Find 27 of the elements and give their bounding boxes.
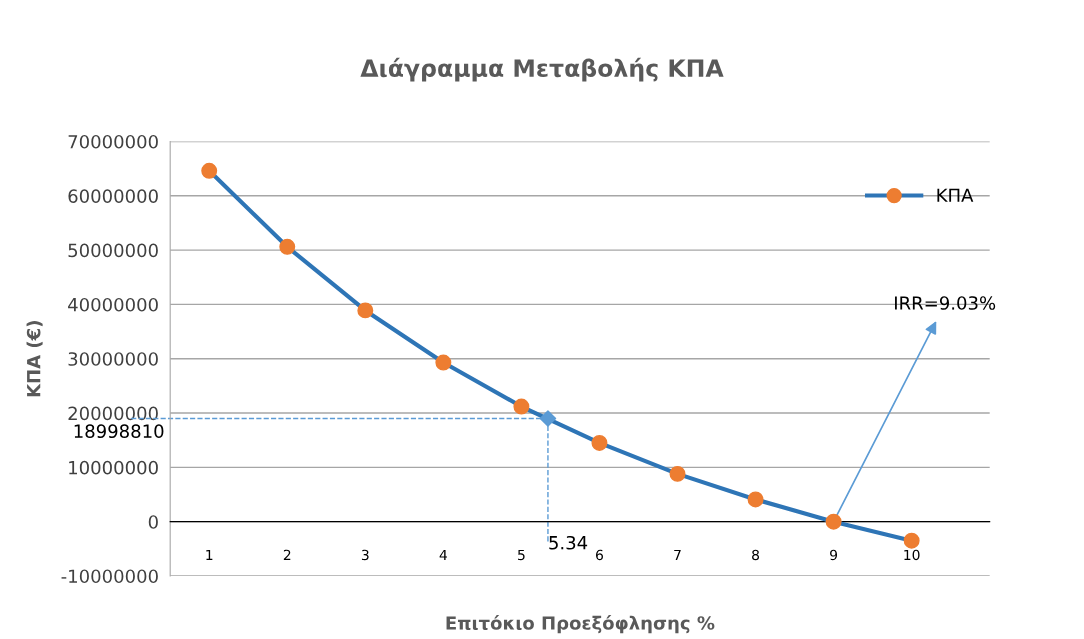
y-tick-label: 30000000 bbox=[68, 352, 158, 366]
y-tick-label: 70000000 bbox=[68, 134, 158, 149]
y-tick-label: 40000000 bbox=[68, 297, 158, 312]
x-tick-label: 4 bbox=[439, 549, 447, 561]
y-tick-label: 10000000 bbox=[69, 460, 158, 475]
legend-label: ΚΠΑ bbox=[937, 188, 974, 202]
x-tick-label: 7 bbox=[674, 549, 681, 561]
x-tick-label: 5 bbox=[518, 549, 525, 561]
y-tick-label: 0 bbox=[148, 515, 158, 529]
x-tick-label: 2 bbox=[283, 549, 291, 561]
x-tick-label: 8 bbox=[752, 549, 760, 561]
x-axis-title: Επιτόκιο Προεξόφλησης % bbox=[446, 615, 715, 634]
x-tick-label: 1 bbox=[206, 549, 213, 561]
x-tick-label: 9 bbox=[830, 549, 838, 561]
annotation: IRR=9.03% bbox=[895, 296, 996, 310]
ref-line-label: 5.34 bbox=[549, 535, 588, 550]
x-tick-label: 6 bbox=[596, 549, 603, 561]
y-tick-label: 20000000 bbox=[68, 406, 158, 421]
chart-title: Διάγραμμα Μεταβολής ΚΠΑ bbox=[360, 57, 724, 82]
y-axis-title: ΚΠΑ (€) bbox=[26, 321, 43, 397]
ref-line-label: 18998810 bbox=[74, 424, 164, 439]
y-tick-label: 60000000 bbox=[68, 189, 158, 203]
y-tick-label: -10000000 bbox=[61, 569, 158, 584]
x-tick-label: 3 bbox=[361, 549, 369, 561]
point bbox=[539, 410, 557, 427]
x-tick-label: 10 bbox=[904, 549, 920, 561]
y-tick-label: 50000000 bbox=[68, 243, 158, 258]
